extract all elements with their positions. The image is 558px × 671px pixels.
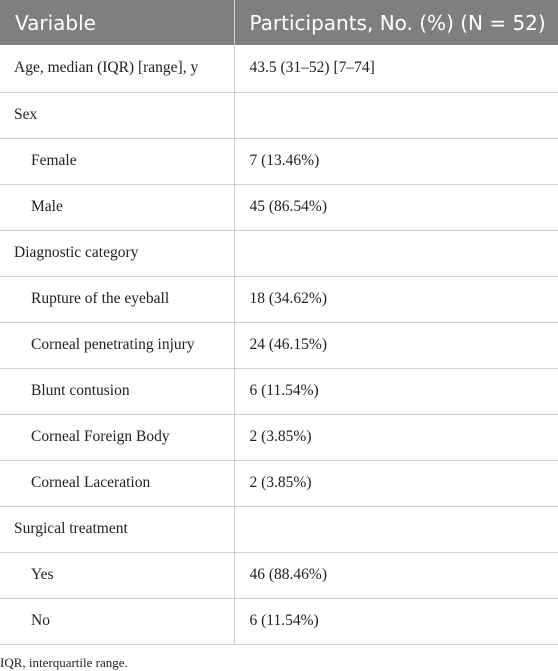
table-row: Yes 46 (88.46%)	[0, 552, 558, 599]
row-value: 18 (34.62%)	[234, 276, 558, 323]
table-header-row: Variable Participants, No. (%) (N = 52)	[0, 0, 558, 45]
table-row: Surgical treatment	[0, 506, 558, 553]
row-variable: Female	[0, 138, 235, 185]
row-variable: Blunt contusion	[0, 368, 235, 415]
row-variable: Rupture of the eyeball	[0, 276, 235, 323]
row-value: 46 (88.46%)	[234, 552, 558, 599]
row-variable: No	[0, 598, 235, 645]
row-variable: Yes	[0, 552, 235, 599]
row-value: 7 (13.46%)	[234, 138, 558, 185]
table-row: Blunt contusion 6 (11.54%)	[0, 368, 558, 415]
row-variable: Corneal penetrating injury	[0, 322, 235, 369]
row-variable: Corneal Laceration	[0, 460, 235, 507]
table-row: Diagnostic category	[0, 230, 558, 277]
row-value: 45 (86.54%)	[234, 184, 558, 231]
row-variable: Surgical treatment	[0, 506, 235, 553]
row-value: 24 (46.15%)	[234, 322, 558, 369]
table-row: Corneal Foreign Body 2 (3.85%)	[0, 414, 558, 461]
table-footnote: IQR, interquartile range.	[0, 655, 128, 670]
table-row: Corneal penetrating injury 24 (46.15%)	[0, 322, 558, 369]
row-variable: Corneal Foreign Body	[0, 414, 235, 461]
row-value	[234, 92, 558, 139]
header-participants: Participants, No. (%) (N = 52)	[234, 0, 558, 45]
table-row: Corneal Laceration 2 (3.85%)	[0, 460, 558, 507]
row-variable: Diagnostic category	[0, 230, 235, 277]
table-row: Rupture of the eyeball 18 (34.62%)	[0, 276, 558, 323]
table-row: Female 7 (13.46%)	[0, 138, 558, 185]
table-row: Sex	[0, 92, 558, 139]
row-value: 6 (11.54%)	[234, 598, 558, 645]
table-row: Age, median (IQR) [range], y 43.5 (31–52…	[0, 45, 558, 93]
row-value	[234, 230, 558, 277]
data-table-container: Variable Participants, No. (%) (N = 52) …	[0, 0, 558, 645]
row-value: 2 (3.85%)	[234, 460, 558, 507]
row-value	[234, 506, 558, 553]
header-variable: Variable	[0, 0, 235, 45]
row-value: 6 (11.54%)	[234, 368, 558, 415]
participants-table: Variable Participants, No. (%) (N = 52) …	[0, 0, 558, 645]
row-variable: Male	[0, 184, 235, 231]
row-value: 43.5 (31–52) [7–74]	[234, 45, 558, 93]
row-value: 2 (3.85%)	[234, 414, 558, 461]
row-variable: Age, median (IQR) [range], y	[0, 45, 235, 93]
table-row: No 6 (11.54%)	[0, 598, 558, 645]
row-variable: Sex	[0, 92, 235, 139]
table-row: Male 45 (86.54%)	[0, 184, 558, 231]
